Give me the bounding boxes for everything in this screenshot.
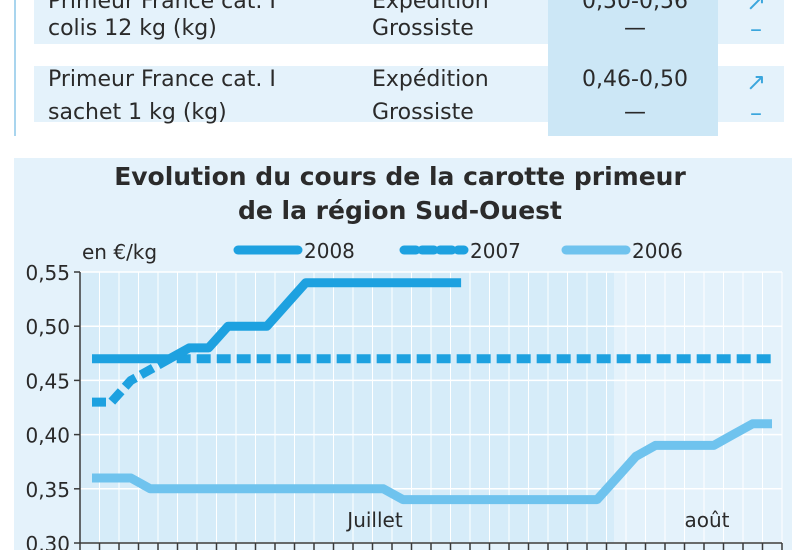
market-stage: Grossiste bbox=[372, 100, 474, 125]
y-tick-label: 0,50 bbox=[25, 315, 70, 339]
price-range: 0,50-0,56 bbox=[582, 0, 688, 14]
product-name: Primeur France cat. I bbox=[48, 67, 276, 92]
product-name: Primeur France cat. I bbox=[48, 0, 276, 14]
product-name: colis 12 kg (kg) bbox=[48, 16, 217, 41]
trend-flat-icon: – bbox=[750, 15, 762, 43]
price-range: 0,46-0,50 bbox=[582, 67, 688, 92]
y-tick-label: 0,35 bbox=[25, 478, 70, 502]
price-table: Primeur France cat. I colis 12 kg (kg) E… bbox=[0, 0, 800, 136]
series-line-2007 bbox=[92, 354, 772, 407]
chart-title-line: de la région Sud-Ouest bbox=[237, 196, 563, 225]
y-tick-label: 0,45 bbox=[25, 369, 70, 393]
legend-label: 2008 bbox=[304, 239, 355, 263]
series-line-2006 bbox=[92, 419, 772, 505]
price-range: — bbox=[624, 16, 646, 41]
table-left-rule bbox=[14, 0, 16, 136]
product-name: sachet 1 kg (kg) bbox=[48, 100, 227, 125]
y-tick-label: 0,55 bbox=[25, 261, 70, 285]
plot-area-august bbox=[614, 272, 782, 543]
market-stage: Expédition bbox=[372, 0, 489, 14]
market-stage: Expédition bbox=[372, 67, 489, 92]
trend-up-icon: ↗ bbox=[745, 0, 767, 16]
market-stage: Grossiste bbox=[372, 16, 474, 41]
y-tick-label: 0,30 bbox=[25, 532, 70, 550]
price-range: — bbox=[624, 100, 646, 125]
chart-title: Evolution du cours de la carotte primeur… bbox=[0, 160, 800, 228]
chart-title-line: Evolution du cours de la carotte primeur bbox=[114, 162, 686, 191]
y-axis-label: en €/kg bbox=[82, 240, 157, 264]
series-line-2008 bbox=[92, 278, 462, 364]
trend-up-icon: ↗ bbox=[745, 68, 767, 96]
price-column-shade bbox=[548, 0, 718, 136]
trend-flat-icon: – bbox=[750, 99, 762, 127]
legend-label: 2006 bbox=[632, 239, 683, 263]
legend-label: 2007 bbox=[470, 239, 521, 263]
y-tick-label: 0,40 bbox=[25, 424, 70, 448]
x-period-label: août bbox=[684, 508, 729, 532]
x-period-label: Juillet bbox=[345, 508, 403, 532]
